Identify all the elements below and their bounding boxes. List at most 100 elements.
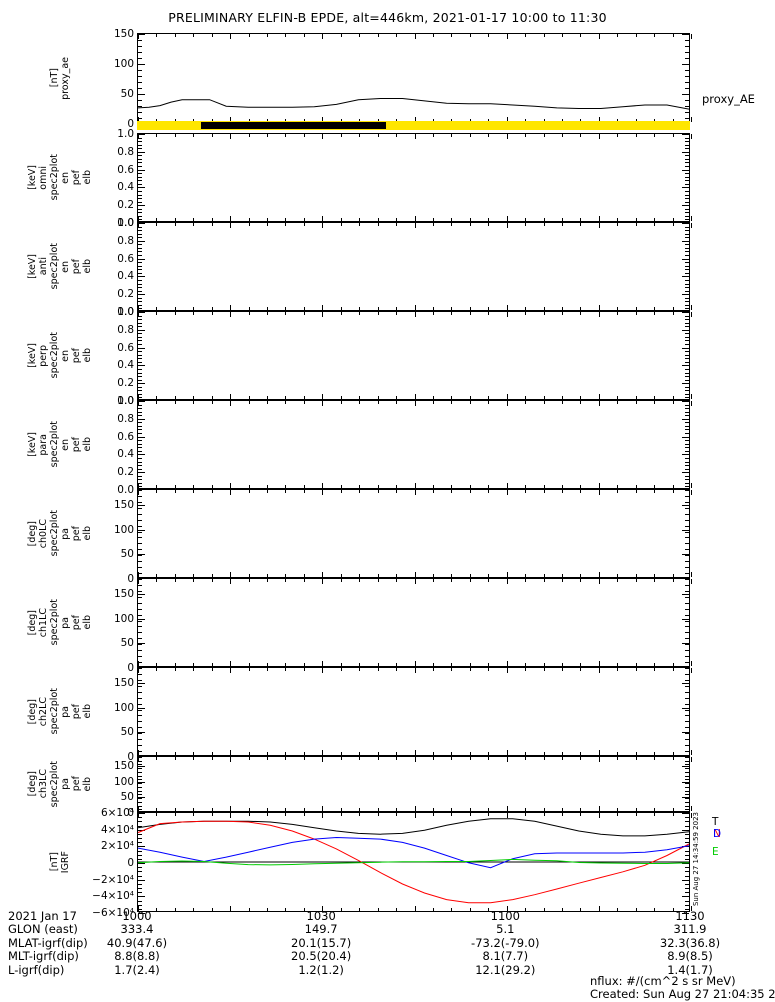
ylabel-part: pef — [70, 525, 82, 542]
panel-proxy-ae: 150 100 50 0 — [114, 29, 692, 129]
ytick-label: 2×10⁴ — [100, 840, 134, 853]
ytick-label: 50 — [120, 548, 134, 561]
xaxis-value: 1130 — [675, 909, 705, 923]
trace-D — [138, 836, 689, 869]
xaxis-value: 12.1(29.2) — [475, 962, 536, 977]
ylabel-part: pef — [70, 436, 82, 453]
ylabel-part: spec2plot — [48, 599, 60, 646]
ytick-label: 0.4 — [117, 181, 134, 194]
ylabel-part: [keV] — [26, 432, 38, 457]
trace-E — [138, 858, 689, 866]
ylabel-part: ch3LC — [37, 769, 49, 799]
ytick-label: 0.4 — [117, 270, 134, 283]
ylabel-part: pef — [70, 776, 82, 792]
ylabel-part: [keV] — [26, 165, 38, 190]
ylabel-part: spec2plot — [48, 688, 60, 735]
footer-block: nflux: #/(cm^2 s sr MeV) Created: Sun Au… — [590, 974, 775, 1002]
ylabel-part: elb — [81, 259, 93, 274]
xaxis-value: 5.1 — [496, 922, 515, 937]
footer-created: Created: Sun Aug 27 21:04:35 2023 — [590, 987, 775, 1002]
trace-N — [138, 820, 689, 904]
xaxis-value: 333.4 — [120, 922, 154, 937]
legend-item-T: T — [712, 816, 719, 828]
ytick-label: 0.4 — [117, 448, 134, 461]
legend-item-E: E — [712, 846, 719, 858]
xaxis-row-label: MLAT-igrf(dip) — [8, 935, 88, 950]
legend-item-N: N — [713, 828, 721, 840]
status-bar-segment — [200, 122, 386, 129]
xaxis-value: 1.7(2.4) — [114, 962, 160, 977]
panel-igrf-traces — [138, 818, 689, 904]
ytick-label: 0.6 — [117, 163, 134, 176]
ylabel-part: IGRF — [59, 850, 71, 874]
panel-pa-ch2lc: 150 100 50 0 — [114, 667, 692, 762]
panel-en-omni-ylabel: elb pef en spec2plot omni [keV] — [18, 133, 101, 222]
ylabel-part: elb — [81, 170, 93, 185]
panel-igrf-ylabel: IGRF [nT] — [18, 812, 101, 912]
xaxis-value: 32.3(36.8) — [659, 935, 721, 950]
xaxis-value: 1030 — [306, 909, 336, 923]
ytick-label: 0 — [127, 117, 134, 130]
ytick-label: 0 — [127, 856, 134, 869]
ytick-label: 50 — [120, 87, 134, 100]
ylabel-part: [deg] — [26, 609, 38, 636]
ytick-label: 1.0 — [117, 394, 134, 407]
xaxis-row: 2021 Jan 17 1000 1030 1100 1130 — [0, 909, 775, 923]
ytick-label: 0 — [127, 806, 134, 819]
panel-pa-ch1lc: 150 100 50 0 — [114, 578, 692, 673]
xaxis-row-label: L-igrf(dip) — [8, 962, 65, 977]
ylabel-part: elb — [81, 437, 93, 452]
xaxis-value: 149.7 — [304, 922, 338, 937]
panel-en-anti-ylabel: elb pef en spec2plot anti [keV] — [18, 222, 101, 311]
panel-pa-ch0lc: 150 100 50 0 — [114, 489, 692, 584]
panel-en-perp: 1.0 0.8 0.6 0.4 0.2 0.0 — [117, 307, 692, 406]
panel-pa-ch2lc-ylabel: elb pef pa spec2plot ch2LC [deg] — [18, 667, 101, 756]
ytick-label: 100 — [113, 701, 134, 714]
ytick-label: 0.0 — [117, 305, 134, 318]
ytick-label: 0.8 — [117, 145, 134, 158]
ytick-label: 0.2 — [117, 376, 134, 389]
ylabel-part: spec2plot — [48, 760, 60, 808]
panel-pa-ch3lc: 150 100 50 0 — [114, 756, 692, 818]
ylabel-part: pef — [70, 169, 82, 186]
ytick-label: 0.2 — [117, 287, 134, 300]
xaxis-row-label: MLT-igrf(dip) — [8, 949, 79, 964]
xaxis-value: 40.9(47.6) — [106, 935, 168, 950]
ylabel-part: ch2LC — [37, 696, 49, 727]
ytick-label: 150 — [113, 760, 134, 773]
ytick-label: 0.0 — [117, 394, 134, 407]
xaxis-row: GLON (east) 333.4 149.7 5.1 311.9 — [0, 922, 775, 937]
ylabel-part: pef — [70, 258, 82, 275]
ylabel-part: para — [37, 433, 49, 456]
ylabel-part: [nT] — [48, 68, 60, 88]
panel-pa-ch3lc-ylabel: elb pef pa spec2plot ch3LC [deg] — [18, 756, 101, 812]
ytick-label: 150 — [113, 498, 134, 511]
xaxis-row: MLAT-igrf(dip) 40.9(47.6) 20.1(15.7) -73.2(… — [0, 935, 775, 950]
xaxis-value: 8.9(8.5) — [667, 949, 713, 964]
ylabel-part: [deg] — [26, 771, 38, 797]
ylabel-part: en — [59, 438, 71, 451]
ytick-label: 0.2 — [117, 465, 134, 478]
ytick-label: 0.8 — [117, 323, 134, 336]
ytick-label: 0 — [127, 572, 134, 585]
ytick-label: −2×10⁴ — [92, 873, 134, 886]
ytick-label: −4×10⁴ — [92, 890, 134, 903]
ylabel-part: perp — [37, 344, 49, 367]
xaxis-value: 8.8(8.8) — [114, 949, 160, 964]
panel-igrf: 6×10⁴ 4×10⁴ 2×10⁴ 0 −2×10⁴ −4×10⁴ −6×10⁴ — [92, 808, 692, 918]
panel-pa-ch1lc-ylabel: elb pef pa spec2plot ch1LC [deg] — [18, 578, 101, 667]
ylabel-part: [deg] — [26, 520, 38, 547]
status-bar — [137, 121, 690, 130]
page-title: PRELIMINARY ELFIN-B EPDE, alt=446km, 202… — [168, 10, 607, 25]
ylabel-part: omni — [37, 165, 49, 190]
ytick-label: 4×10⁴ — [100, 823, 134, 836]
panel-pa-ch0lc-ylabel: elb pef pa spec2plot ch0LC [deg] — [18, 489, 101, 578]
ylabel-part: pef — [70, 703, 82, 720]
panel-en-para: 1.0 0.8 0.6 0.4 0.2 0.0 — [117, 396, 692, 495]
xaxis-value: 1100 — [490, 909, 520, 923]
xaxis-value: 311.9 — [673, 922, 707, 937]
ytick-label: 150 — [113, 676, 134, 689]
xaxis-row-label: 2021 Jan 17 — [8, 909, 77, 923]
ylabel-part: [keV] — [26, 254, 38, 279]
